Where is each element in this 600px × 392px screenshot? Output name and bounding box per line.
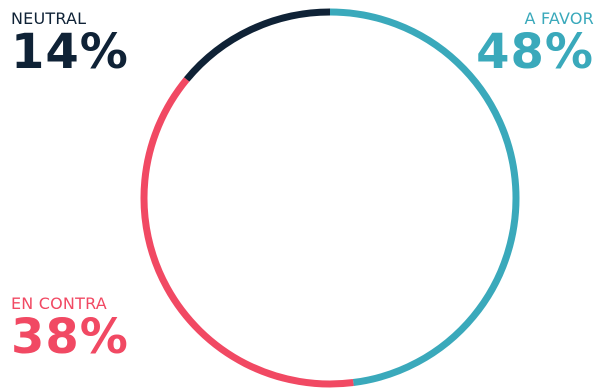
neutral-category-label: NEUTRAL (11, 9, 87, 28)
legend-a-favor: A FAVOR 48% (476, 9, 594, 80)
ring-segment-a-favor (329, 8, 520, 387)
en-contra-percent-label: 38% (11, 309, 129, 365)
ring-segment-neutral (183, 8, 331, 82)
ring-segments (140, 8, 520, 388)
legend-en-contra: EN CONTRA 38% (11, 294, 129, 365)
a-favor-percent-label: 48% (476, 24, 594, 80)
legend-neutral: NEUTRAL 14% (11, 9, 129, 80)
neutral-percent-label: 14% (11, 24, 129, 80)
ring-segment-en-contra (140, 77, 354, 388)
en-contra-category-label: EN CONTRA (11, 294, 107, 313)
a-favor-category-label: A FAVOR (524, 9, 594, 28)
